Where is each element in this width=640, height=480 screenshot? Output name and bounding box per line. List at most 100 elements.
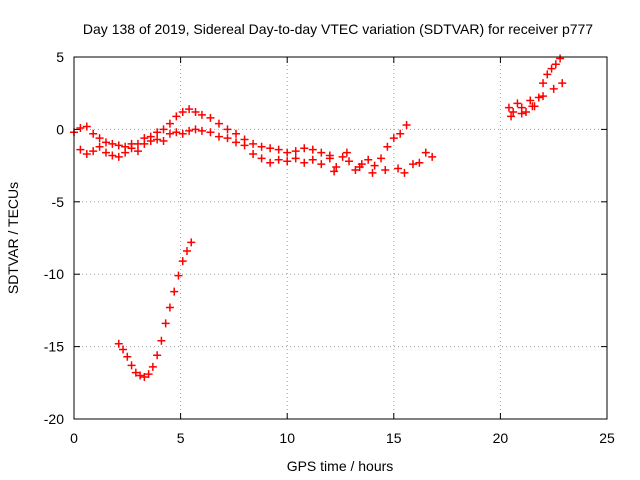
x-tick-label: 25 <box>599 430 615 446</box>
data-point <box>159 125 168 134</box>
data-point <box>114 152 123 161</box>
data-point <box>556 54 565 63</box>
data-point <box>82 150 91 159</box>
data-point <box>178 257 187 266</box>
x-tick-label: 15 <box>386 430 402 446</box>
data-point <box>291 154 300 163</box>
data-point <box>517 109 526 118</box>
data-point <box>383 142 392 151</box>
data-point <box>146 136 155 145</box>
data-point <box>197 126 206 135</box>
data-point <box>153 128 162 137</box>
data-point <box>317 160 326 169</box>
data-point <box>133 147 142 156</box>
data-point <box>101 138 110 147</box>
data-point <box>355 163 364 172</box>
data-point <box>159 136 168 145</box>
data-point <box>513 99 522 108</box>
data-point <box>394 164 403 173</box>
data-point <box>300 144 309 153</box>
data-point <box>300 158 309 167</box>
data-point <box>174 271 183 280</box>
grid <box>74 57 607 419</box>
data-point <box>257 154 266 163</box>
data-point <box>396 129 405 138</box>
data-point <box>345 157 354 166</box>
data-point <box>153 135 162 144</box>
data-point <box>274 145 283 154</box>
x-axis-label: GPS time / hours <box>287 458 394 474</box>
data-point <box>148 362 157 371</box>
data-point <box>308 145 317 154</box>
series-afternoon-cluster <box>325 121 437 177</box>
series-main-track-upper <box>70 105 334 160</box>
x-tick-label: 10 <box>279 430 295 446</box>
data-point <box>191 125 200 134</box>
data-point <box>89 147 98 156</box>
data-point <box>223 134 232 143</box>
data-point <box>332 163 341 172</box>
data-point <box>206 128 215 137</box>
data-point <box>187 238 196 247</box>
data-point <box>257 142 266 151</box>
data-point <box>119 345 128 354</box>
data-point <box>325 154 334 163</box>
data-point <box>504 103 513 112</box>
y-tick-labels: -20 -15 -10 -5 0 5 <box>44 49 64 427</box>
data-point <box>172 128 181 137</box>
data-point <box>108 151 117 160</box>
data-point <box>539 79 548 88</box>
data-point <box>140 373 149 382</box>
data-point <box>76 145 85 154</box>
data-point <box>136 371 145 380</box>
data-point <box>249 139 258 148</box>
data-point <box>165 129 174 138</box>
data-point <box>144 370 153 379</box>
data-point <box>197 110 206 119</box>
data-point <box>528 102 537 111</box>
y-tick-label: -20 <box>44 411 64 427</box>
data-point <box>185 126 194 135</box>
data-point <box>428 152 437 161</box>
data-point <box>558 79 567 88</box>
data-point <box>534 93 543 102</box>
x-tick-label: 0 <box>70 430 78 446</box>
data-point <box>317 148 326 157</box>
data-point <box>95 134 104 143</box>
data-point <box>127 144 136 153</box>
y-tick-label: 5 <box>56 49 64 65</box>
data-point <box>89 129 98 138</box>
data-point <box>543 70 552 79</box>
data-point <box>82 122 91 131</box>
data-point <box>170 287 179 296</box>
data-point <box>421 148 430 157</box>
chart-title: Day 138 of 2019, Sidereal Day-to-day VTE… <box>83 21 593 37</box>
data-point <box>127 361 136 370</box>
data-point <box>539 92 548 101</box>
data-point <box>140 139 149 148</box>
data-point <box>368 168 377 177</box>
data-point <box>507 112 516 121</box>
data-point <box>283 157 292 166</box>
y-axis-label: SDTVAR / TECUs <box>5 182 21 294</box>
data-point <box>551 60 560 69</box>
data-point <box>191 108 200 117</box>
data-point <box>377 154 386 163</box>
y-tick-label: 0 <box>56 121 64 137</box>
data-point <box>165 303 174 312</box>
series-main-track-lower <box>76 125 326 169</box>
data-point <box>214 119 223 128</box>
data-point <box>232 129 241 138</box>
data-point <box>161 319 170 328</box>
series-dip-track <box>114 238 196 382</box>
y-tick-label: -5 <box>52 194 65 210</box>
data-point <box>400 168 409 177</box>
data-point <box>521 108 530 117</box>
data-point <box>547 64 556 73</box>
data-point <box>206 113 215 122</box>
data-point <box>223 125 232 134</box>
data-point <box>95 142 104 151</box>
data-point <box>114 339 123 348</box>
data-point <box>509 108 518 117</box>
